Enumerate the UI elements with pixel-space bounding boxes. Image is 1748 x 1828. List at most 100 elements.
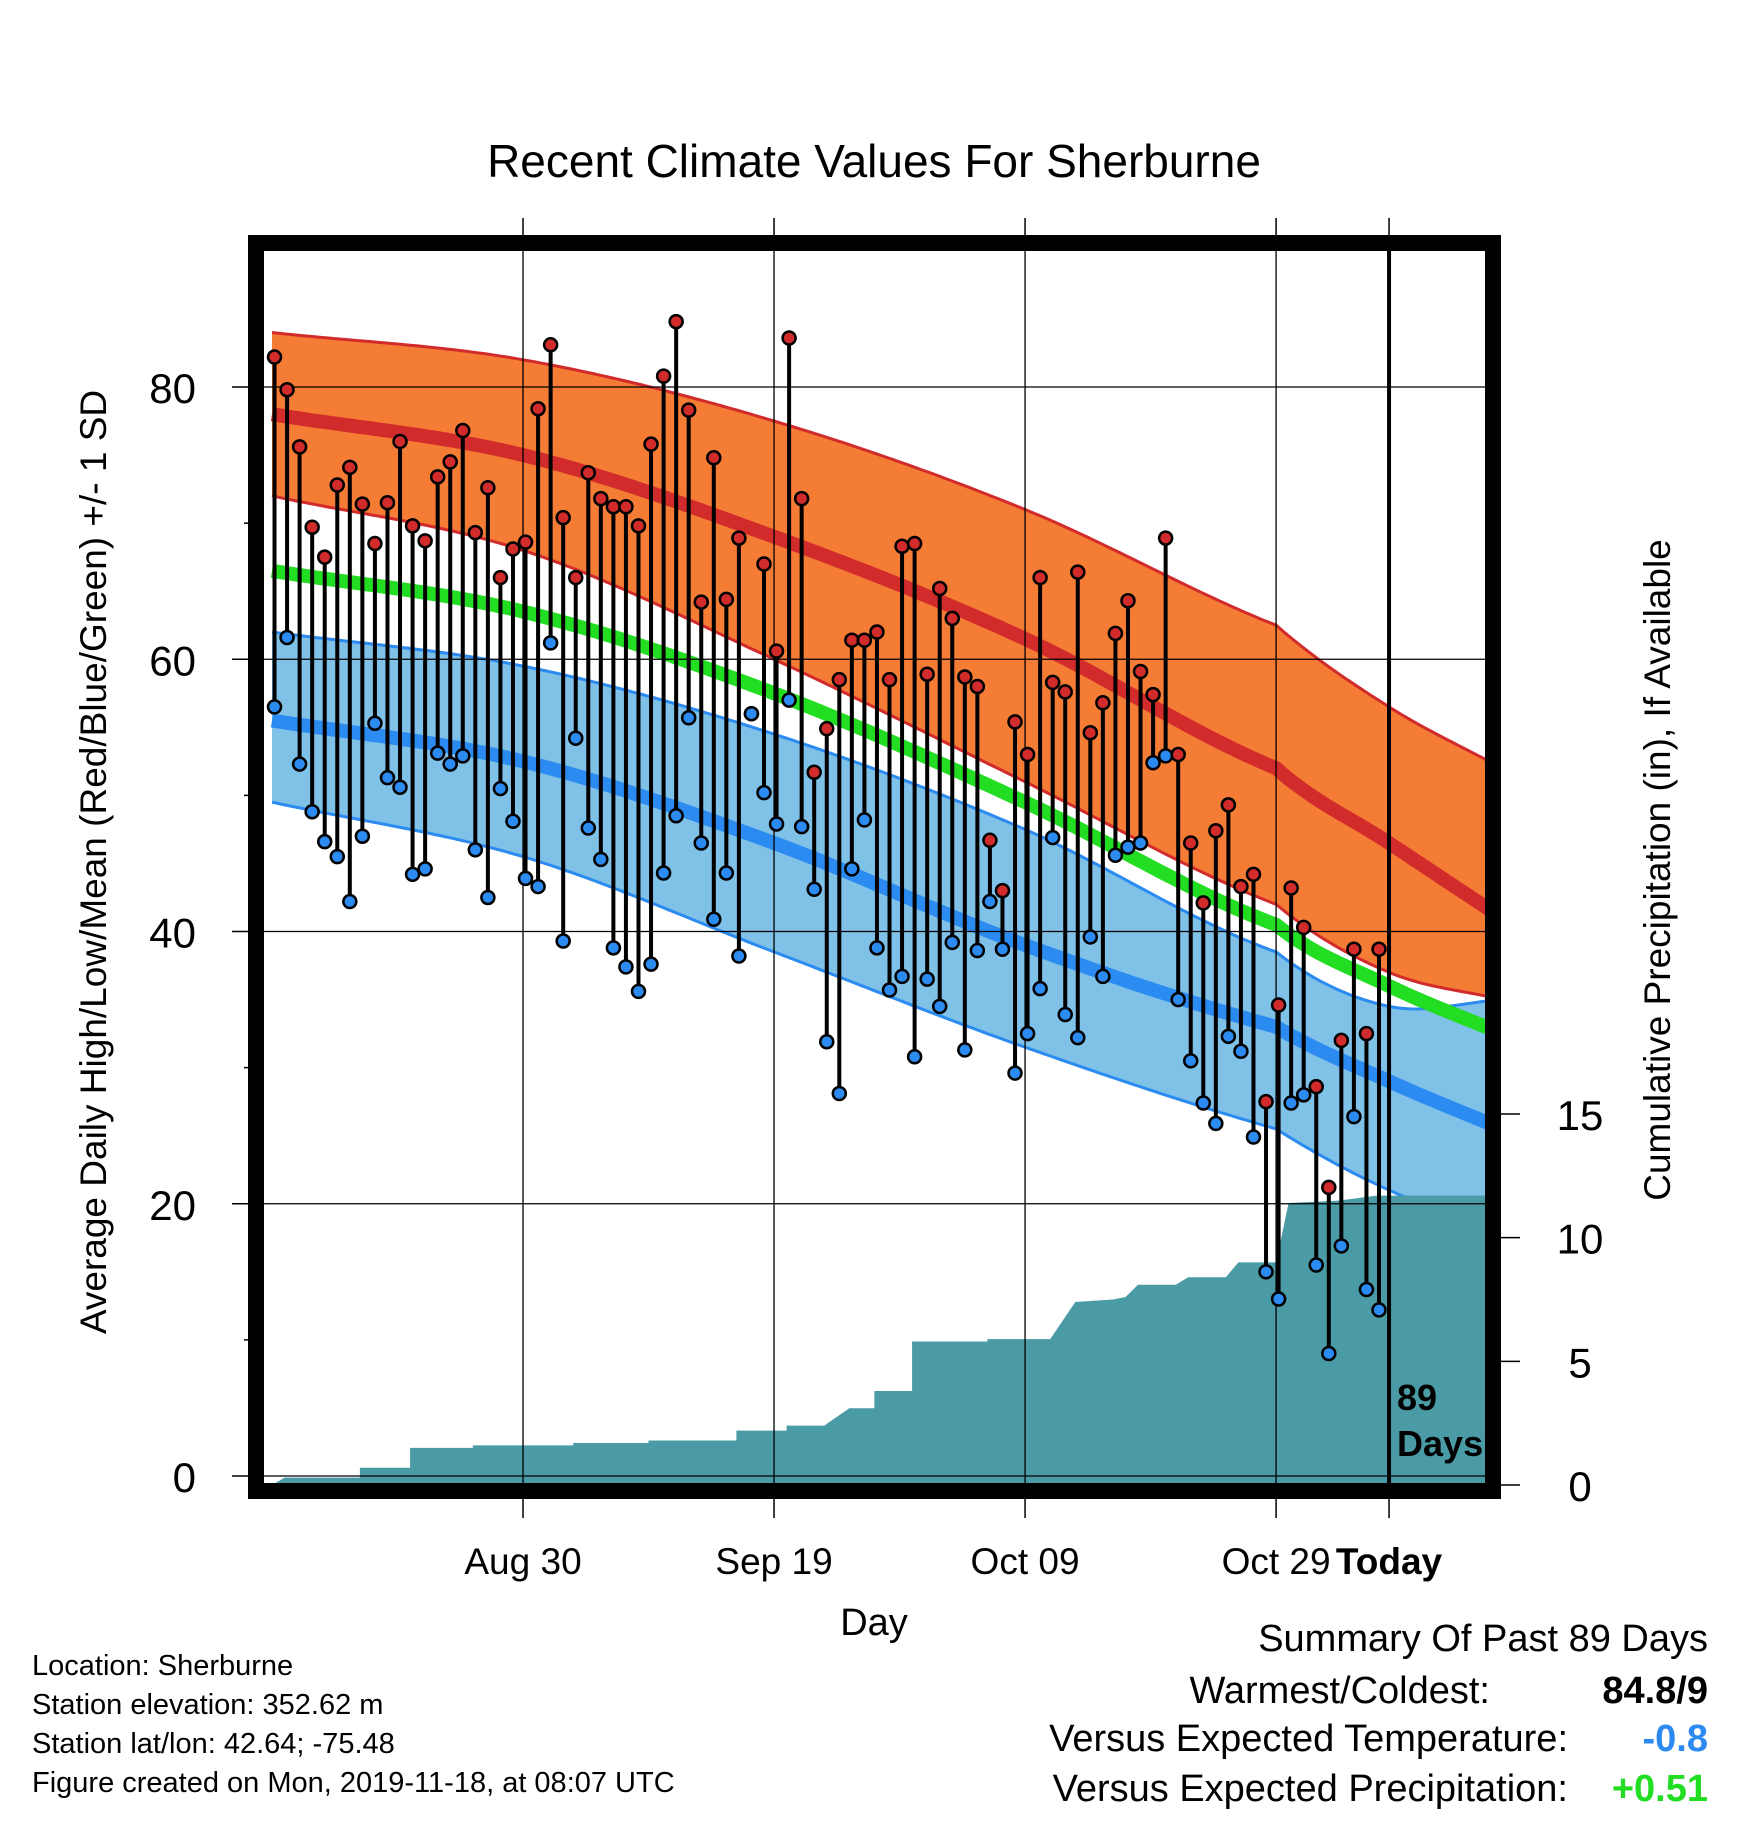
daily-low-point xyxy=(643,956,659,972)
daily-high-point xyxy=(1220,797,1237,813)
daily-high-point xyxy=(542,337,559,353)
daily-high-point xyxy=(530,401,546,417)
days-word-label: Days xyxy=(1397,1423,1483,1464)
daily-high-point xyxy=(517,534,534,550)
daily-low-point xyxy=(505,813,521,829)
daily-high-point xyxy=(1308,1078,1324,1095)
daily-low-point xyxy=(618,959,634,975)
daily-low-point xyxy=(1270,1291,1287,1307)
daily-high-point xyxy=(605,499,622,515)
daily-low-point xyxy=(304,803,320,820)
daily-high-point xyxy=(1333,1032,1350,1049)
daily-low-point xyxy=(316,833,333,850)
y2-tick-label: 10 xyxy=(1557,1216,1604,1263)
daily-high-point xyxy=(655,368,672,384)
daily-low-point xyxy=(743,705,760,722)
daily-high-point xyxy=(354,496,371,512)
daily-high-point xyxy=(806,764,822,780)
temp-departure-label: Versus Expected Temperature: xyxy=(1049,1718,1568,1760)
daily-low-point xyxy=(605,940,622,956)
daily-low-point xyxy=(1182,1053,1199,1069)
daily-low-point xyxy=(869,940,885,956)
daily-high-point xyxy=(342,459,358,476)
daily-high-point xyxy=(944,610,961,627)
daily-low-point xyxy=(668,808,684,824)
y-tick-label: 40 xyxy=(149,910,196,957)
daily-high-point xyxy=(1371,941,1387,957)
daily-high-point xyxy=(567,569,584,586)
daily-low-point xyxy=(530,878,546,895)
daily-low-point xyxy=(593,851,609,868)
daily-high-point xyxy=(957,669,973,685)
daily-low-point xyxy=(630,983,647,1000)
daily-low-point xyxy=(931,998,948,1015)
daily-low-point xyxy=(957,1042,973,1058)
daily-high-point xyxy=(379,494,396,511)
chart-title: Recent Climate Values For Sherburne xyxy=(487,135,1261,187)
daily-low-point xyxy=(1057,1006,1073,1023)
daily-high-point xyxy=(1070,564,1086,580)
daily-low-point xyxy=(806,881,822,898)
daily-high-point xyxy=(643,436,659,452)
daily-low-point xyxy=(1333,1238,1350,1254)
daily-high-point xyxy=(1132,663,1149,680)
daily-low-point xyxy=(567,730,584,746)
daily-low-point xyxy=(517,870,534,887)
daily-high-point xyxy=(982,832,998,849)
x-tick-label: Aug 30 xyxy=(464,1541,581,1582)
daily-low-point xyxy=(404,866,421,883)
daily-low-point xyxy=(781,692,797,708)
daily-high-point xyxy=(1182,835,1199,851)
warmest-coldest-value: 84.8/9 xyxy=(1602,1670,1708,1712)
daily-high-point xyxy=(931,580,948,597)
temp-departure-value: -0.8 xyxy=(1642,1718,1708,1760)
daily-high-point xyxy=(1283,880,1299,896)
daily-high-point xyxy=(768,643,785,659)
daily-high-point xyxy=(793,490,810,507)
daily-low-point xyxy=(1346,1108,1362,1125)
y-tick-label: 60 xyxy=(149,637,196,684)
daily-low-point xyxy=(1044,829,1061,846)
daily-low-point xyxy=(1157,748,1174,764)
daily-high-point xyxy=(781,330,797,346)
daily-high-point xyxy=(417,533,433,549)
daily-high-point xyxy=(668,313,684,330)
daily-high-point xyxy=(580,465,597,481)
daily-low-point xyxy=(354,828,371,844)
daily-high-point xyxy=(1170,746,1186,763)
daily-low-point xyxy=(1032,980,1048,997)
daily-high-point xyxy=(680,402,697,418)
daily-low-point xyxy=(429,745,446,761)
daily-low-point xyxy=(1358,1281,1375,1298)
daily-high-point xyxy=(618,499,634,515)
daily-high-point xyxy=(392,433,408,450)
daily-low-point xyxy=(1007,1065,1023,1081)
daily-high-point xyxy=(279,381,295,398)
daily-high-point xyxy=(291,439,308,455)
y2-tick-label: 15 xyxy=(1557,1092,1604,1139)
daily-high-point xyxy=(1295,919,1312,936)
daily-high-point xyxy=(881,671,898,688)
y-tick-label: 0 xyxy=(173,1454,196,1501)
daily-low-point xyxy=(655,865,672,881)
daily-low-point xyxy=(1195,1095,1212,1111)
daily-high-point xyxy=(756,556,772,572)
daily-high-point xyxy=(329,477,346,493)
daily-low-point xyxy=(291,756,308,772)
daily-low-point xyxy=(894,968,910,985)
x-tick-label: Sep 19 xyxy=(715,1541,832,1582)
daily-low-point xyxy=(1258,1264,1274,1280)
daily-high-point xyxy=(1157,530,1174,546)
daily-high-point xyxy=(869,624,885,640)
daily-high-point xyxy=(1107,625,1124,642)
daily-low-point xyxy=(1095,968,1111,985)
daily-high-point xyxy=(630,518,647,534)
created-text: Figure created on Mon, 2019-11-18, at 08… xyxy=(32,1767,675,1799)
daily-high-point xyxy=(994,882,1011,899)
precip-area xyxy=(272,1195,1492,1485)
daily-high-point xyxy=(555,509,571,526)
daily-low-point xyxy=(1233,1043,1249,1060)
daily-high-point xyxy=(429,469,446,485)
daily-low-point xyxy=(442,756,458,772)
